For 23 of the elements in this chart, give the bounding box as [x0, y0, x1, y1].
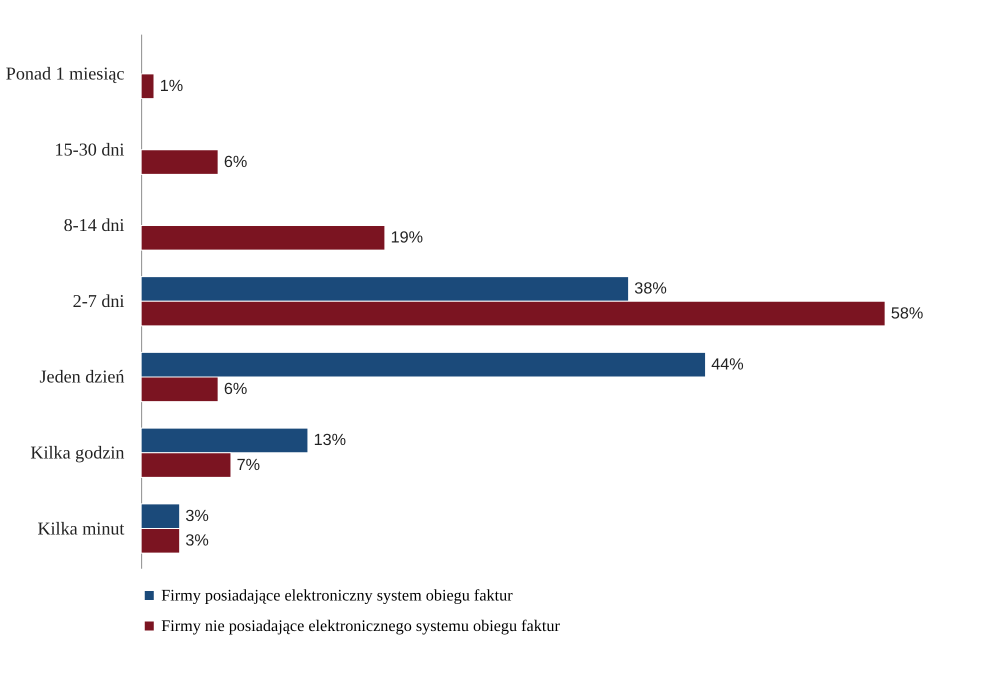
y-tick-label: 8-14 dni: [64, 215, 124, 236]
data-label: 1%: [160, 77, 184, 96]
legend-label: Firmy nie posiadające elektronicznego systemu obiegu faktur: [161, 616, 560, 635]
y-tick-label: Kilka minut: [37, 518, 124, 538]
data-label: 6%: [224, 152, 248, 171]
bar: [140, 149, 219, 175]
data-label: 38%: [634, 280, 667, 298]
y-tick-label: Kilka godzin: [30, 442, 124, 462]
y-tick-label: Ponad 1 miesiąc: [6, 64, 124, 84]
y-tick-label: 15-30 dni: [54, 139, 124, 160]
y-tick-label: 2-7 dni: [72, 290, 124, 311]
data-label: 3%: [185, 506, 209, 525]
data-label: 19%: [390, 228, 424, 247]
legend-label: Firmy posiadające elektroniczny system obiegu faktur: [161, 586, 514, 604]
data-label: 44%: [711, 355, 744, 374]
data-label: 6%: [224, 380, 248, 398]
data-label: 7%: [236, 456, 260, 474]
data-label: 3%: [185, 532, 209, 550]
y-tick-label: Jeden dzień: [39, 366, 124, 387]
data-label: 58%: [890, 304, 924, 322]
bar: [140, 225, 386, 251]
bar: [140, 73, 154, 100]
data-label: 13%: [314, 431, 346, 450]
